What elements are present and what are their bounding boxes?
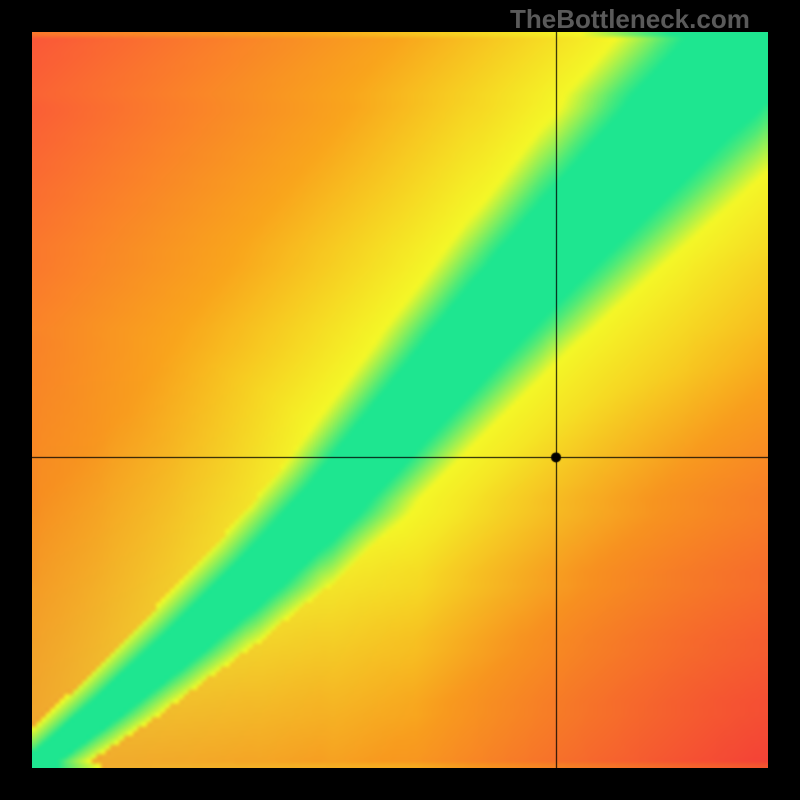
chart-container: TheBottleneck.com xyxy=(0,0,800,800)
bottleneck-heatmap xyxy=(32,32,768,768)
watermark-text: TheBottleneck.com xyxy=(510,4,750,35)
